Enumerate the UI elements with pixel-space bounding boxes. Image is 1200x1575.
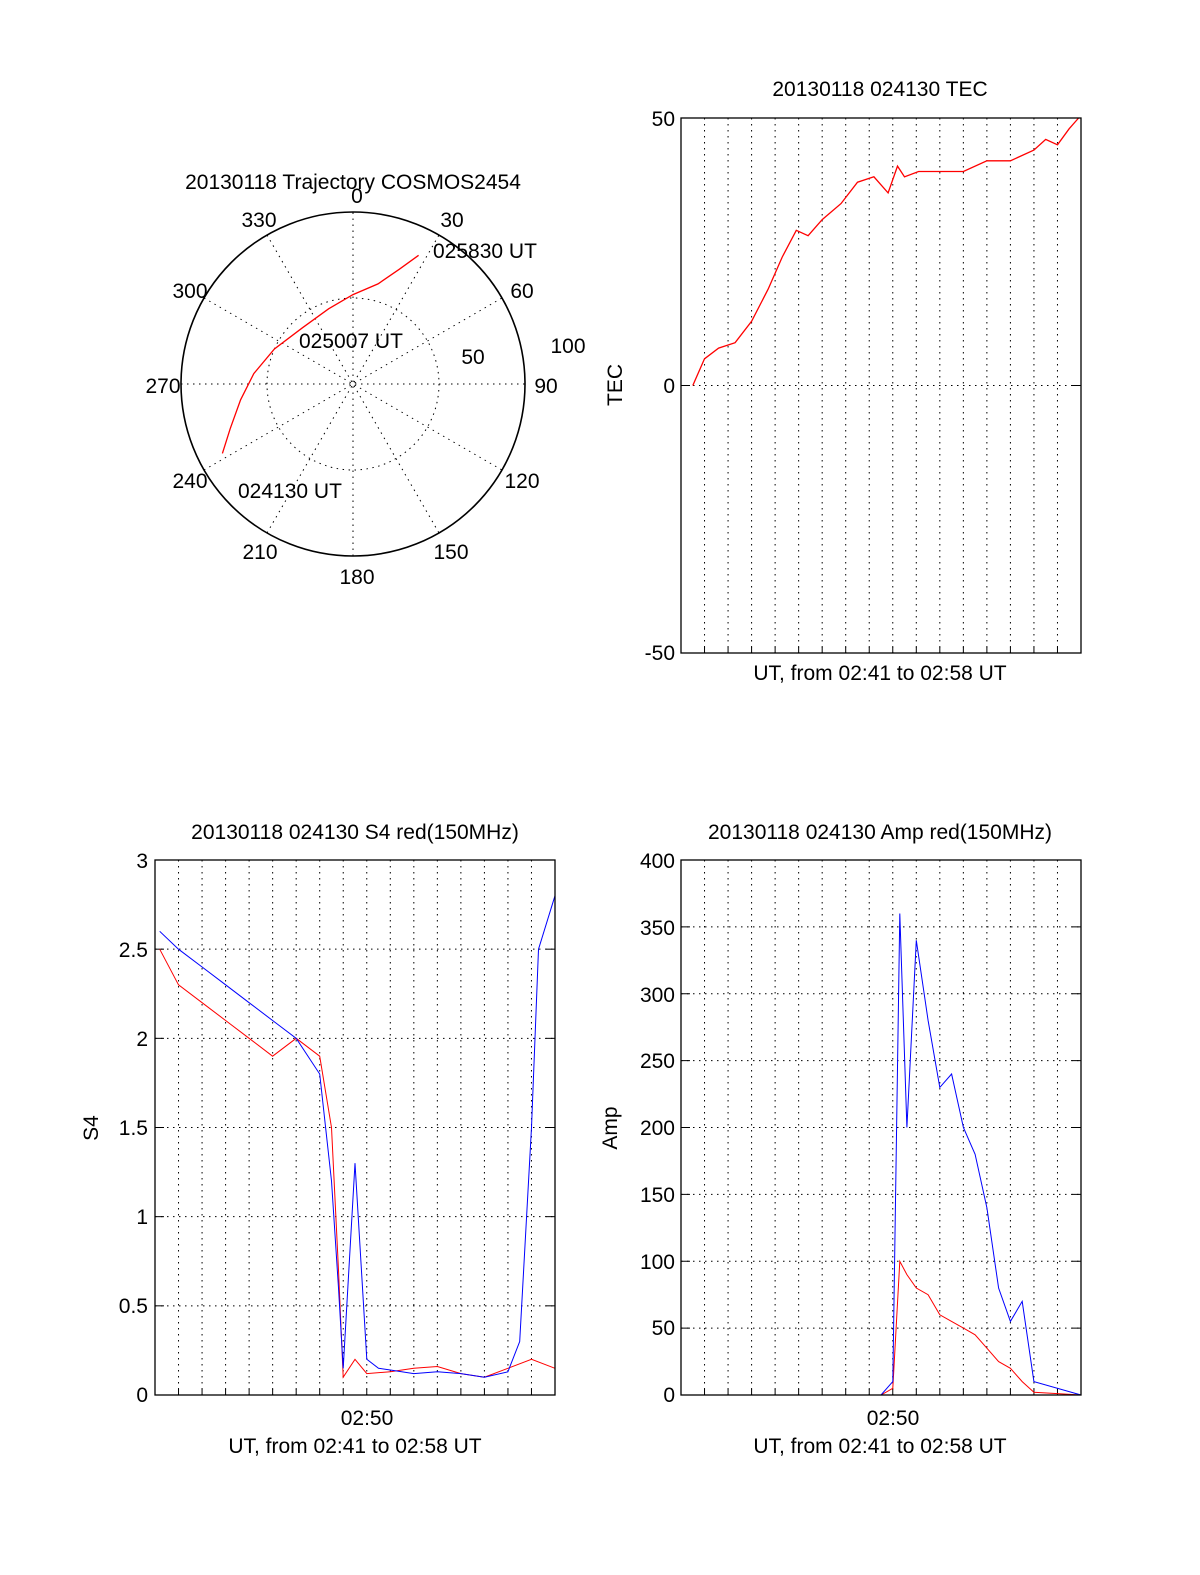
amp-blue-series-line	[681, 913, 1082, 1396]
polar-title: 20130118 Trajectory COSMOS2454	[185, 171, 521, 194]
polar-inner-circle	[266, 297, 440, 471]
tec-panel: 20130118 024130 TEC 50 0 -50 UT, from 02…	[604, 78, 1082, 685]
amp-ylabel: Amp	[599, 1106, 622, 1149]
polar-angle-label-270: 270	[145, 375, 180, 398]
polar-angle-label-300: 300	[172, 280, 207, 303]
polar-angle-label-150: 150	[433, 541, 468, 564]
polar-annotation-mid: 025007 UT	[299, 330, 403, 353]
polar-angle-label-240: 240	[172, 470, 207, 493]
polar-panel: 20130118 Trajectory COSMOS2454 0 30 60 9…	[145, 171, 585, 589]
tec-xlabel: UT, from 02:41 to 02:58 UT	[753, 662, 1006, 685]
amp-ytick-150: 150	[640, 1184, 675, 1207]
s4-ytick-1-5: 1.5	[119, 1117, 148, 1140]
polar-angle-label-120: 120	[504, 470, 539, 493]
s4-panel: 20130118 024130 S4 red(150MHz) 3 2.5 2 1…	[80, 821, 556, 1458]
amp-title: 20130118 024130 Amp red(150MHz)	[708, 821, 1052, 844]
amp-ytick-0: 0	[663, 1384, 675, 1407]
s4-plot-frame	[154, 859, 556, 1396]
tec-gridlines	[681, 117, 1081, 654]
s4-ytick-2: 2	[136, 1028, 148, 1051]
polar-angle-label-330: 330	[241, 209, 276, 232]
amp-xtick-0250: 02:50	[867, 1407, 920, 1430]
polar-radial-label-50: 50	[461, 346, 484, 369]
tec-ytick-minus50: -50	[645, 642, 675, 665]
amp-plot-frame	[680, 859, 1082, 1396]
amp-ytick-250: 250	[640, 1050, 675, 1073]
polar-angle-label-90: 90	[534, 375, 557, 398]
tec-title: 20130118 024130 TEC	[772, 78, 987, 101]
s4-blue-series-line	[159, 895, 556, 1378]
s4-ytick-2-5: 2.5	[119, 939, 148, 962]
s4-ylabel: S4	[80, 1115, 103, 1141]
s4-red-series-line	[159, 948, 556, 1379]
amp-panel: 20130118 024130 Amp red(150MHz) 400 350 …	[599, 821, 1082, 1458]
tec-ylabel: TEC	[604, 364, 627, 406]
s4-ytick-3: 3	[136, 850, 148, 873]
amp-ytick-100: 100	[640, 1251, 675, 1274]
amp-ytick-350: 350	[640, 917, 675, 940]
tec-series-line	[692, 117, 1080, 386]
s4-title: 20130118 024130 S4 red(150MHz)	[191, 821, 519, 844]
polar-annotation-end: 025830 UT	[433, 240, 537, 263]
polar-angle-label-60: 60	[510, 280, 533, 303]
amp-ytick-50: 50	[652, 1317, 675, 1340]
polar-angle-label-30: 30	[440, 209, 463, 232]
polar-angle-label-210: 210	[242, 541, 277, 564]
s4-xtick-0250: 02:50	[341, 1407, 394, 1430]
s4-xlabel: UT, from 02:41 to 02:58 UT	[228, 1435, 481, 1458]
polar-angle-label-0: 0	[351, 185, 363, 208]
polar-annotation-start: 024130 UT	[238, 480, 342, 503]
polar-radial-label-100: 100	[550, 335, 585, 358]
polar-angle-label-180: 180	[339, 566, 374, 589]
tec-ytick-0: 0	[663, 375, 675, 398]
tec-plot-frame	[680, 117, 1082, 654]
s4-ytick-0: 0	[136, 1384, 148, 1407]
s4-ytick-0-5: 0.5	[119, 1295, 148, 1318]
polar-trajectory-line	[221, 254, 419, 454]
amp-ytick-300: 300	[640, 984, 675, 1007]
amp-gridlines	[681, 859, 1081, 1396]
s4-gridlines	[155, 859, 555, 1396]
amp-red-series-line	[681, 1259, 1082, 1396]
amp-xlabel: UT, from 02:41 to 02:58 UT	[753, 1435, 1006, 1458]
s4-ytick-1: 1	[136, 1206, 148, 1229]
polar-outer-circle	[180, 211, 526, 557]
tec-ytick-50: 50	[652, 108, 675, 131]
polar-spokes	[181, 212, 525, 556]
amp-ytick-400: 400	[640, 850, 675, 873]
amp-ytick-200: 200	[640, 1117, 675, 1140]
